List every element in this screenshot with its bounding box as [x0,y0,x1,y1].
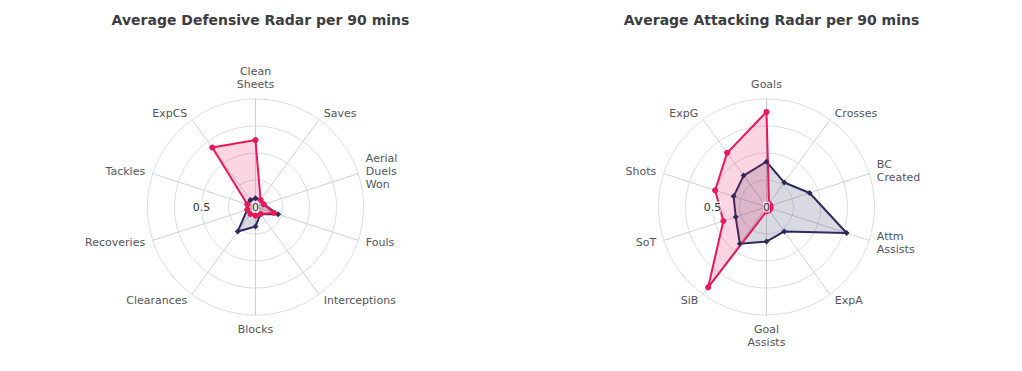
svg-text:Assists: Assists [877,243,915,256]
svg-text:Average Defensive Radar per 90: Average Defensive Radar per 90 mins [112,12,410,28]
svg-text:ExpCS: ExpCS [152,107,187,120]
svg-text:Assists: Assists [748,336,786,349]
svg-text:Average Attacking Radar per 90: Average Attacking Radar per 90 mins [624,12,919,28]
svg-text:Goal: Goal [754,323,779,336]
svg-text:Attm: Attm [877,230,904,243]
svg-text:Aerial: Aerial [366,152,397,165]
svg-text:Clearances: Clearances [126,294,187,307]
svg-text:Crosses: Crosses [835,107,878,120]
svg-text:Recoveries: Recoveries [85,236,145,249]
svg-text:Clean: Clean [240,65,271,78]
svg-text:SoT: SoT [636,236,657,249]
svg-text:0: 0 [252,201,259,214]
svg-text:ExpG: ExpG [669,107,698,120]
svg-text:Goals: Goals [751,78,782,91]
svg-text:Sheets: Sheets [237,78,275,91]
svg-text:Blocks: Blocks [238,323,274,336]
svg-text:Saves: Saves [324,107,357,120]
svg-text:Fouls: Fouls [366,236,395,249]
svg-text:0.5: 0.5 [704,201,722,214]
svg-text:Shots: Shots [625,165,656,178]
svg-text:SiB: SiB [681,294,699,307]
svg-text:BC: BC [877,158,892,171]
svg-text:0: 0 [763,201,770,214]
svg-text:Duels: Duels [366,165,397,178]
svg-text:Won: Won [366,178,390,191]
svg-text:Created: Created [877,171,921,184]
svg-text:Tackles: Tackles [105,165,146,178]
svg-text:0.5: 0.5 [193,201,211,214]
svg-text:Interceptions: Interceptions [324,294,396,307]
svg-text:ExpA: ExpA [835,294,863,307]
